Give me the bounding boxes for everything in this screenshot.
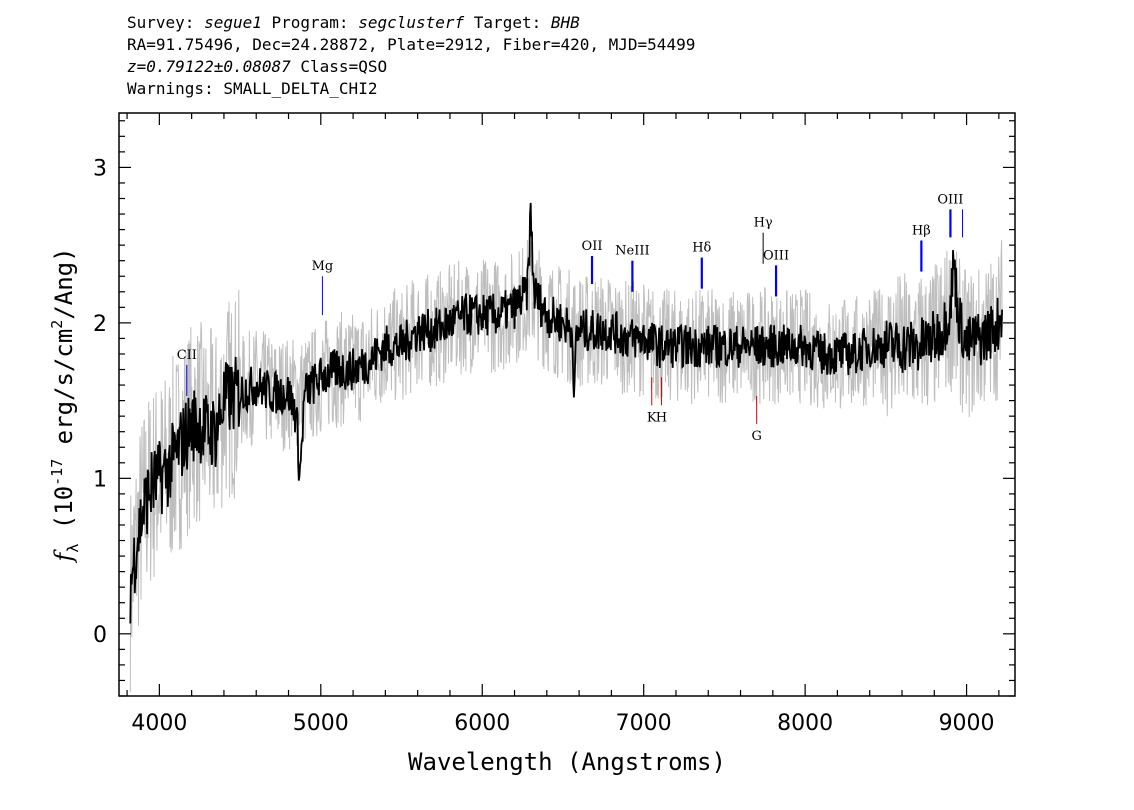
redshift-value: z=0.79122±0.08087 (127, 57, 291, 76)
x-tick-label: 4000 (131, 711, 187, 736)
y-axis-title-rest: (10 (50, 486, 78, 544)
plot-frame (118, 112, 1016, 697)
absorption-line-label: K (647, 410, 657, 425)
target-label: Target: (464, 13, 551, 32)
emission-line-label: OIII (937, 192, 963, 207)
target-value: BHB (550, 13, 580, 32)
y-axis-title-exp: -17 (48, 459, 66, 486)
emission-line-label: Hγ (754, 216, 773, 231)
y-axis-title-sq: 2 (48, 320, 66, 329)
y-tick-label: 0 (93, 623, 107, 648)
survey-value: segue1 (204, 13, 262, 32)
y-axis-title-sub: λ (64, 544, 82, 553)
class-value: Class=QSO (290, 57, 388, 76)
y-axis-title: fλ (10-17 erg/s/cm2/Ang) (48, 247, 82, 563)
emission-line-label: OII (582, 239, 603, 254)
header-line-survey: Survey: segue1 Program: segclusterf Targ… (127, 12, 695, 34)
emission-line-label: Hδ (692, 241, 711, 256)
error-band-layer (129, 239, 1003, 693)
survey-label: Survey: (127, 13, 205, 32)
spectral-line-markers: CII Mg OII NeIII Hδ Hγ OIII Hβ OIII K H G (177, 192, 964, 444)
y-axis-title-tail: /Ang) (50, 247, 78, 319)
y-tick-label: 1 (93, 467, 107, 492)
spectrum-header: Survey: segue1 Program: segclusterf Targ… (127, 12, 695, 100)
emission-line-label: Hβ (912, 223, 931, 238)
x-tick-label: 8000 (777, 711, 833, 736)
y-tick-label: 3 (93, 156, 107, 181)
header-line-coordinates: RA=91.75496, Dec=24.28872, Plate=2912, F… (127, 35, 696, 54)
program-value: segclusterf (358, 13, 465, 32)
x-tick-label: 5000 (293, 711, 349, 736)
absorption-line-label: G (751, 429, 761, 444)
x-tick-labels: 4000 5000 6000 7000 8000 9000 (131, 711, 994, 736)
emission-line-label: NeIII (615, 244, 649, 259)
emission-line-label: OIII (763, 248, 789, 263)
emission-line-label: CII (177, 348, 197, 363)
x-axis-title: Wavelength (Angstroms) (408, 748, 726, 776)
y-axis-title-units: erg/s/cm (50, 329, 78, 459)
x-tick-label: 6000 (454, 711, 510, 736)
emission-line-label: Mg (312, 259, 334, 274)
x-tick-label: 7000 (616, 711, 672, 736)
axis-ticks (119, 113, 1015, 697)
flux-layer (129, 202, 1003, 624)
header-line-redshift: z=0.79122±0.08087 Class=QSO (127, 56, 695, 78)
series-error-grey (129, 239, 1003, 693)
absorption-line-label: H (656, 410, 667, 425)
y-tick-label: 2 (93, 312, 107, 337)
header-line-warnings: Warnings: SMALL_DELTA_CHI2 (127, 79, 378, 98)
program-label: Program: (261, 13, 359, 32)
y-tick-labels: 0 1 2 3 (93, 156, 107, 647)
x-tick-label: 9000 (939, 711, 995, 736)
series-flux-black (129, 202, 1003, 624)
